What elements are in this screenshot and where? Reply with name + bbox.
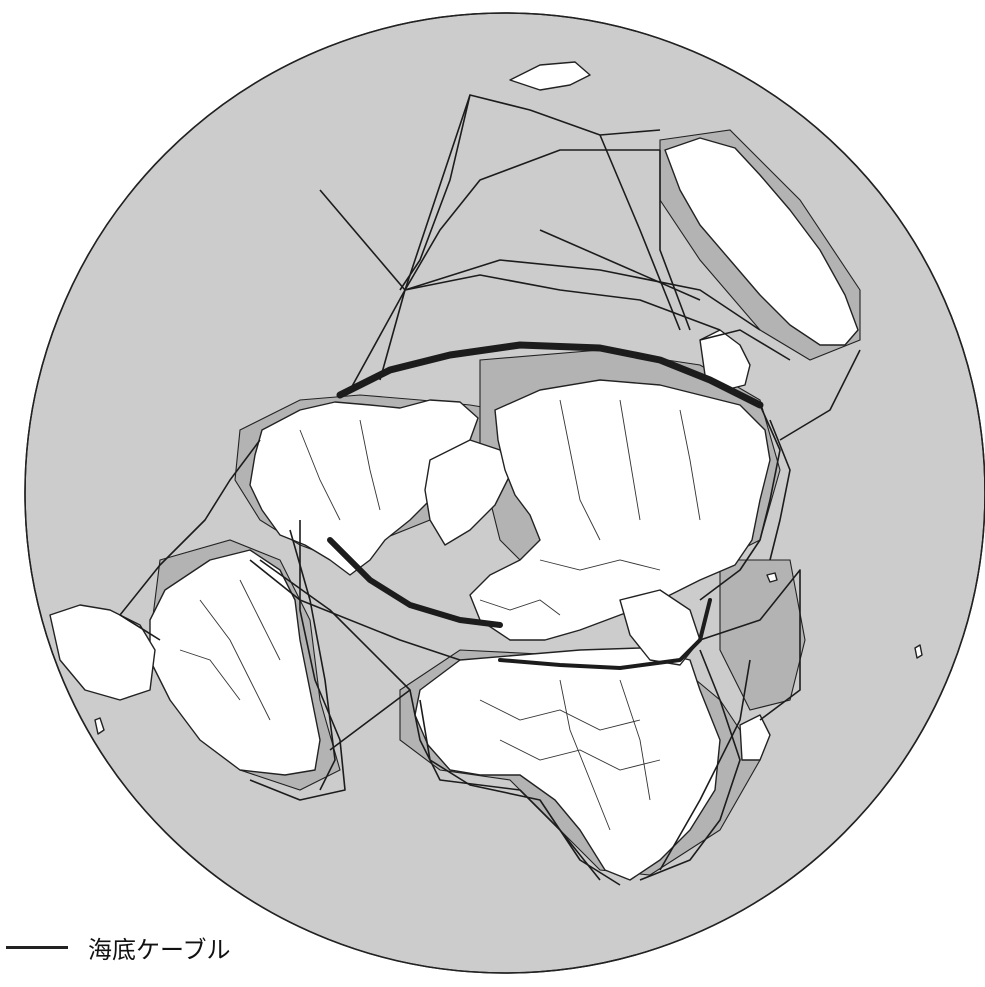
greenland	[424, 439, 511, 546]
cable-line	[404, 149, 660, 291]
madagascar	[739, 714, 771, 761]
cable-bundle-atlantic	[327, 537, 503, 628]
map-legend: 海底ケーブル	[6, 930, 231, 965]
cable-line	[119, 439, 261, 641]
cable-line	[379, 289, 406, 381]
cable-line	[249, 520, 346, 801]
cable-line	[699, 404, 781, 601]
cable-line	[659, 150, 691, 331]
cable-line	[404, 94, 661, 291]
cable-bundle-north	[336, 341, 764, 409]
cable-line	[404, 259, 761, 331]
cable-line	[349, 289, 406, 391]
island	[766, 572, 778, 583]
cable-line	[539, 229, 701, 301]
cable-line	[319, 189, 406, 291]
cable-line	[249, 559, 461, 661]
country-borders	[179, 399, 701, 831]
island	[94, 717, 105, 735]
cable-line	[399, 94, 471, 291]
cable-line	[699, 569, 801, 721]
cable-bundle-med	[498, 598, 712, 670]
eurasia	[469, 379, 771, 641]
cable-line	[409, 689, 601, 881]
cable-line	[659, 659, 751, 871]
submarine-cables	[119, 94, 861, 886]
island	[914, 644, 923, 659]
cable-line	[699, 329, 791, 361]
antarctica	[664, 137, 859, 346]
land-masses	[49, 61, 859, 881]
cable-line	[404, 274, 721, 331]
cable-line	[289, 529, 336, 791]
cable-line	[769, 419, 791, 561]
cable-line	[599, 134, 681, 331]
australia	[49, 604, 156, 701]
cable-line	[419, 699, 621, 886]
north-island	[509, 61, 591, 91]
cable-line	[779, 349, 861, 441]
cable-line	[639, 649, 741, 881]
cable-line	[259, 559, 411, 751]
legend-line-symbol	[6, 946, 68, 949]
legend-label: 海底ケーブル	[88, 936, 231, 964]
south-america	[149, 549, 321, 776]
